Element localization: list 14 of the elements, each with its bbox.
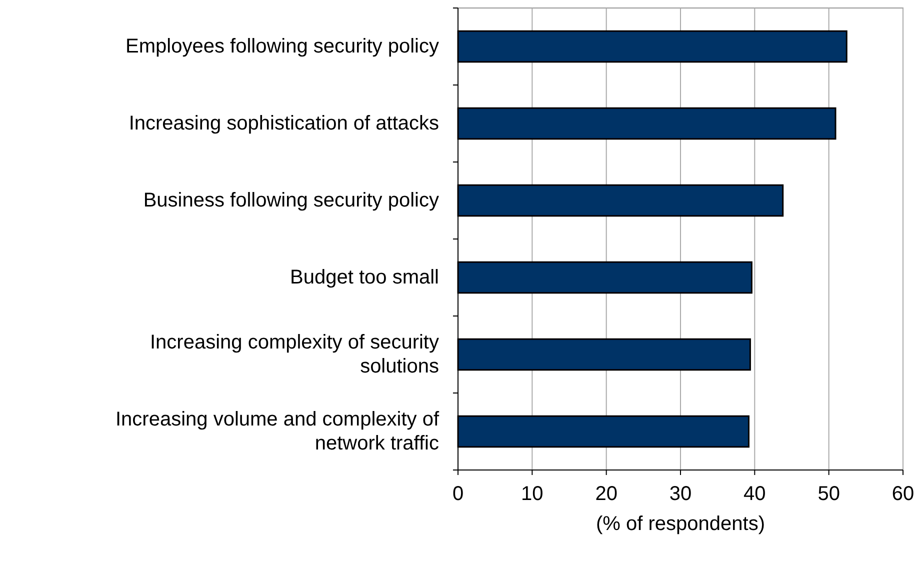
x-tick-label: 20: [595, 483, 618, 505]
x-tick-label: 40: [744, 483, 766, 505]
y-tick-label: Increasing volume and complexity of network traffic: [116, 408, 440, 454]
x-tick-label: 30: [669, 483, 692, 505]
y-tick-label: Increasing complexity of security solutions: [150, 332, 439, 378]
x-tick-label: 0: [452, 483, 464, 505]
y-tick-label: Budget too small: [290, 266, 439, 288]
y-tick-label: Increasing sophistication of attacks: [128, 112, 439, 134]
x-axis-title: (% of respondents): [596, 513, 765, 535]
x-tick-label: 50: [818, 483, 840, 505]
y-tick-label: Employees following security policy: [126, 36, 439, 58]
x-tick-label: 10: [521, 483, 544, 505]
y-tick-label: Business following security policy: [143, 190, 439, 212]
x-tick-label: 60: [892, 483, 914, 505]
